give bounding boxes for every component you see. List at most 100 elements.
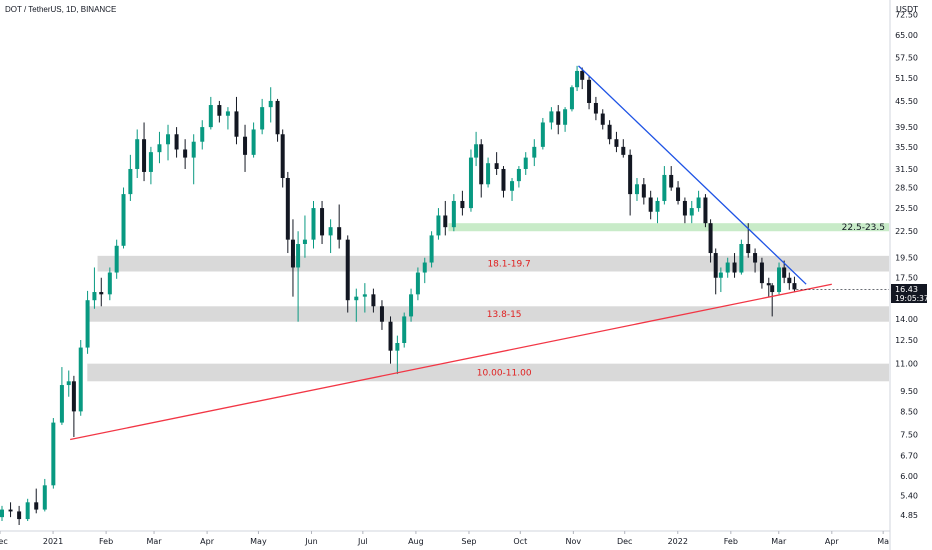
candle-24: [183, 139, 188, 169]
y-tick-label-1: 65.00: [895, 31, 918, 40]
candle-25: [191, 134, 196, 185]
candle-9: [71, 375, 76, 438]
candle-81: [607, 120, 612, 145]
y-tick-label-5: 39.50: [895, 123, 918, 132]
x-tick-label-13: 2022: [668, 537, 688, 546]
zone-3: [87, 363, 890, 382]
candle-60: [460, 190, 465, 216]
x-tick-label-4: Apr: [200, 537, 215, 546]
x-tick-label-3: Mar: [146, 537, 162, 546]
candle-40: [302, 215, 307, 258]
x-tick-label-5: May: [250, 537, 267, 546]
trendline-resistance: [578, 65, 807, 285]
y-tick-label-14: 14.00: [895, 315, 918, 324]
candle-105: [766, 277, 771, 297]
trendline-support: [70, 283, 832, 441]
candle-26: [200, 120, 205, 150]
candle-11: [85, 290, 90, 354]
candle-20: [148, 146, 153, 185]
candle-34: [268, 87, 273, 123]
candle-70: [532, 139, 537, 167]
y-tick-label-6: 35.50: [895, 143, 918, 152]
candle-83: [621, 139, 626, 158]
candle-99: [725, 257, 730, 278]
y-tick-label-9: 25.50: [895, 204, 918, 213]
y-tick-label-4: 45.50: [895, 97, 918, 106]
candle-1: [8, 502, 13, 518]
candle-62: [474, 131, 479, 167]
candle-33: [260, 98, 265, 135]
zone-0: [448, 223, 889, 232]
zone-1: [97, 255, 890, 272]
candle-79: [593, 96, 598, 121]
candle-12: [92, 267, 97, 309]
candle-45: [345, 235, 350, 313]
candle-76: [575, 65, 580, 92]
candle-55: [422, 257, 427, 284]
candle-78: [587, 76, 592, 110]
candle-66: [501, 166, 506, 198]
candle-90: [669, 166, 674, 191]
x-tick-label-17: Ma: [877, 537, 889, 546]
candle-72: [549, 107, 554, 130]
candle-107: [777, 262, 782, 295]
y-tick-label-17: 9.50: [900, 387, 918, 396]
candle-43: [328, 219, 333, 254]
candle-95: [703, 194, 708, 228]
candle-74: [563, 107, 568, 132]
candle-23: [174, 127, 179, 158]
candle-109: [787, 272, 792, 290]
candle-71: [540, 117, 545, 150]
candle-21: [157, 131, 162, 164]
candle-0: [0, 505, 4, 522]
candle-63: [479, 139, 484, 198]
price-axis-panel[interactable]: [890, 0, 932, 550]
candle-75: [569, 85, 574, 112]
y-tick-label-23: 4.85: [900, 511, 918, 520]
y-tick-label-11: 19.50: [895, 254, 918, 263]
candle-100: [732, 253, 737, 278]
candle-94: [696, 190, 701, 212]
candle-16: [121, 187, 126, 249]
candles-layer: [0, 65, 797, 525]
candle-77: [580, 67, 585, 90]
candle-32: [251, 122, 256, 158]
candle-39: [296, 231, 301, 322]
candle-3: [25, 498, 30, 522]
candle-56: [429, 231, 434, 268]
candle-6: [51, 418, 56, 489]
y-tick-label-2: 57.50: [895, 54, 918, 63]
candle-44: [337, 204, 342, 249]
candle-54: [415, 267, 420, 301]
y-tick-label-7: 31.50: [895, 165, 918, 174]
y-tick-label-21: 6.00: [900, 472, 918, 481]
y-tick-label-18: 8.50: [900, 407, 918, 416]
candle-106: [770, 283, 775, 317]
candle-8: [66, 370, 71, 397]
current-price-value: 16.43: [895, 285, 918, 294]
candle-15: [114, 239, 119, 279]
candle-50: [388, 316, 393, 364]
zone-labels-layer: 22.5-23.5 18.1-19.7 13.8-15 10.00-11.00: [477, 223, 885, 378]
candle-58: [443, 200, 448, 236]
candle-19: [142, 122, 147, 182]
time-axis-ticks: Dec 2021 Feb Mar Apr May Jun Jul Aug Sep Oct Nov Dec…: [0, 531, 889, 546]
candle-30: [234, 96, 239, 145]
candle-101: [739, 239, 744, 275]
candle-108: [782, 260, 787, 284]
candle-5: [42, 478, 47, 512]
candle-87: [648, 190, 653, 220]
x-tick-label-7: Jul: [357, 537, 368, 546]
candle-110: [792, 276, 797, 293]
candle-10: [78, 340, 83, 416]
candle-52: [402, 312, 407, 348]
candle-92: [682, 197, 687, 224]
candle-85: [634, 178, 639, 201]
trendlines-layer: [70, 65, 889, 441]
candle-49: [379, 300, 384, 330]
candle-36: [280, 129, 285, 188]
candle-27: [208, 96, 213, 130]
candle-22: [166, 124, 171, 161]
